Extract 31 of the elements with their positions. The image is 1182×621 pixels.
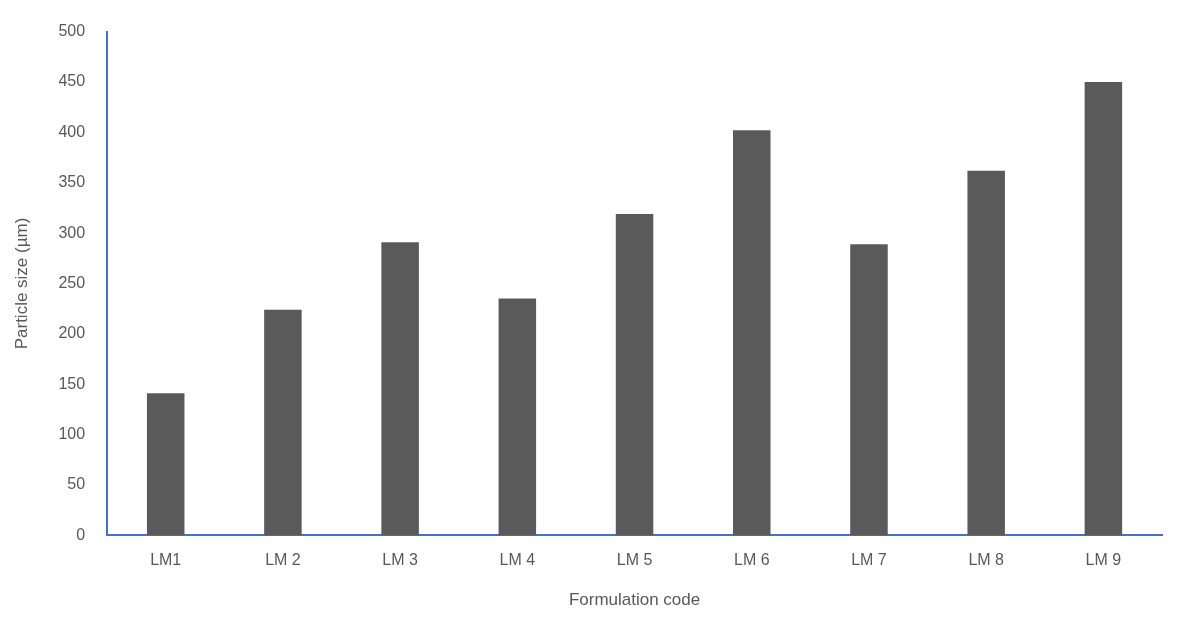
bar xyxy=(498,298,537,536)
y-tick-label: 150 xyxy=(58,374,86,392)
bar xyxy=(733,130,771,536)
x-tick-label: LM1 xyxy=(150,551,182,569)
y-tick-label: 50 xyxy=(67,475,86,493)
x-tick-label: LM 6 xyxy=(733,551,770,569)
x-tick-label: LM 4 xyxy=(499,551,536,569)
bar xyxy=(381,242,419,536)
x-tick-label: LM 7 xyxy=(851,551,887,569)
y-axis-title: Particle size (µm) xyxy=(11,217,31,350)
y-tick-label: 100 xyxy=(58,425,86,443)
x-tick-label: LM 2 xyxy=(265,551,301,569)
y-tick-label: 350 xyxy=(58,173,86,191)
y-tick-label: 0 xyxy=(76,525,86,543)
y-tick-label: 450 xyxy=(58,72,86,90)
y-tick-label: 500 xyxy=(58,22,86,40)
x-axis-title: Formulation code xyxy=(568,590,701,610)
x-tick-label: LM 3 xyxy=(382,551,419,569)
x-tick-label: LM 5 xyxy=(616,551,653,569)
bar xyxy=(264,309,302,536)
bar xyxy=(850,244,888,536)
y-tick-label: 400 xyxy=(58,122,86,140)
x-tick-label: LM 8 xyxy=(968,551,1005,569)
bar xyxy=(967,170,1005,536)
y-tick-label: 200 xyxy=(58,324,86,342)
x-tick-label: LM 9 xyxy=(1085,551,1122,569)
bar xyxy=(1084,81,1123,536)
bar xyxy=(615,213,654,536)
y-tick-label: 300 xyxy=(58,223,86,241)
bar xyxy=(146,393,185,536)
y-tick-label: 250 xyxy=(58,273,86,291)
